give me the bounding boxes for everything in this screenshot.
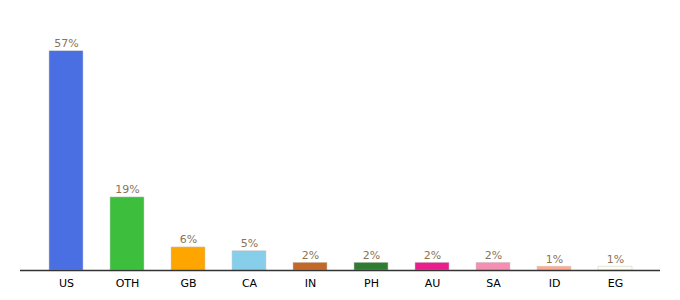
svg-text:AU: AU [425,277,441,290]
svg-text:19%: 19% [115,183,139,196]
svg-text:6%: 6% [180,233,197,246]
svg-text:5%: 5% [241,237,258,250]
svg-text:ID: ID [549,277,561,290]
svg-text:SA: SA [486,277,501,290]
svg-text:CA: CA [242,277,258,290]
svg-text:US: US [59,277,74,290]
svg-text:PH: PH [364,277,379,290]
svg-text:2%: 2% [424,249,441,262]
svg-text:57%: 57% [54,37,78,50]
svg-text:IN: IN [305,277,316,290]
svg-text:1%: 1% [607,253,624,266]
svg-text:EG: EG [608,277,623,290]
svg-text:2%: 2% [485,249,502,262]
svg-text:GB: GB [180,277,196,290]
svg-text:1%: 1% [546,253,563,266]
svg-text:OTH: OTH [116,277,140,290]
svg-text:2%: 2% [302,249,319,262]
svg-text:2%: 2% [363,249,380,262]
